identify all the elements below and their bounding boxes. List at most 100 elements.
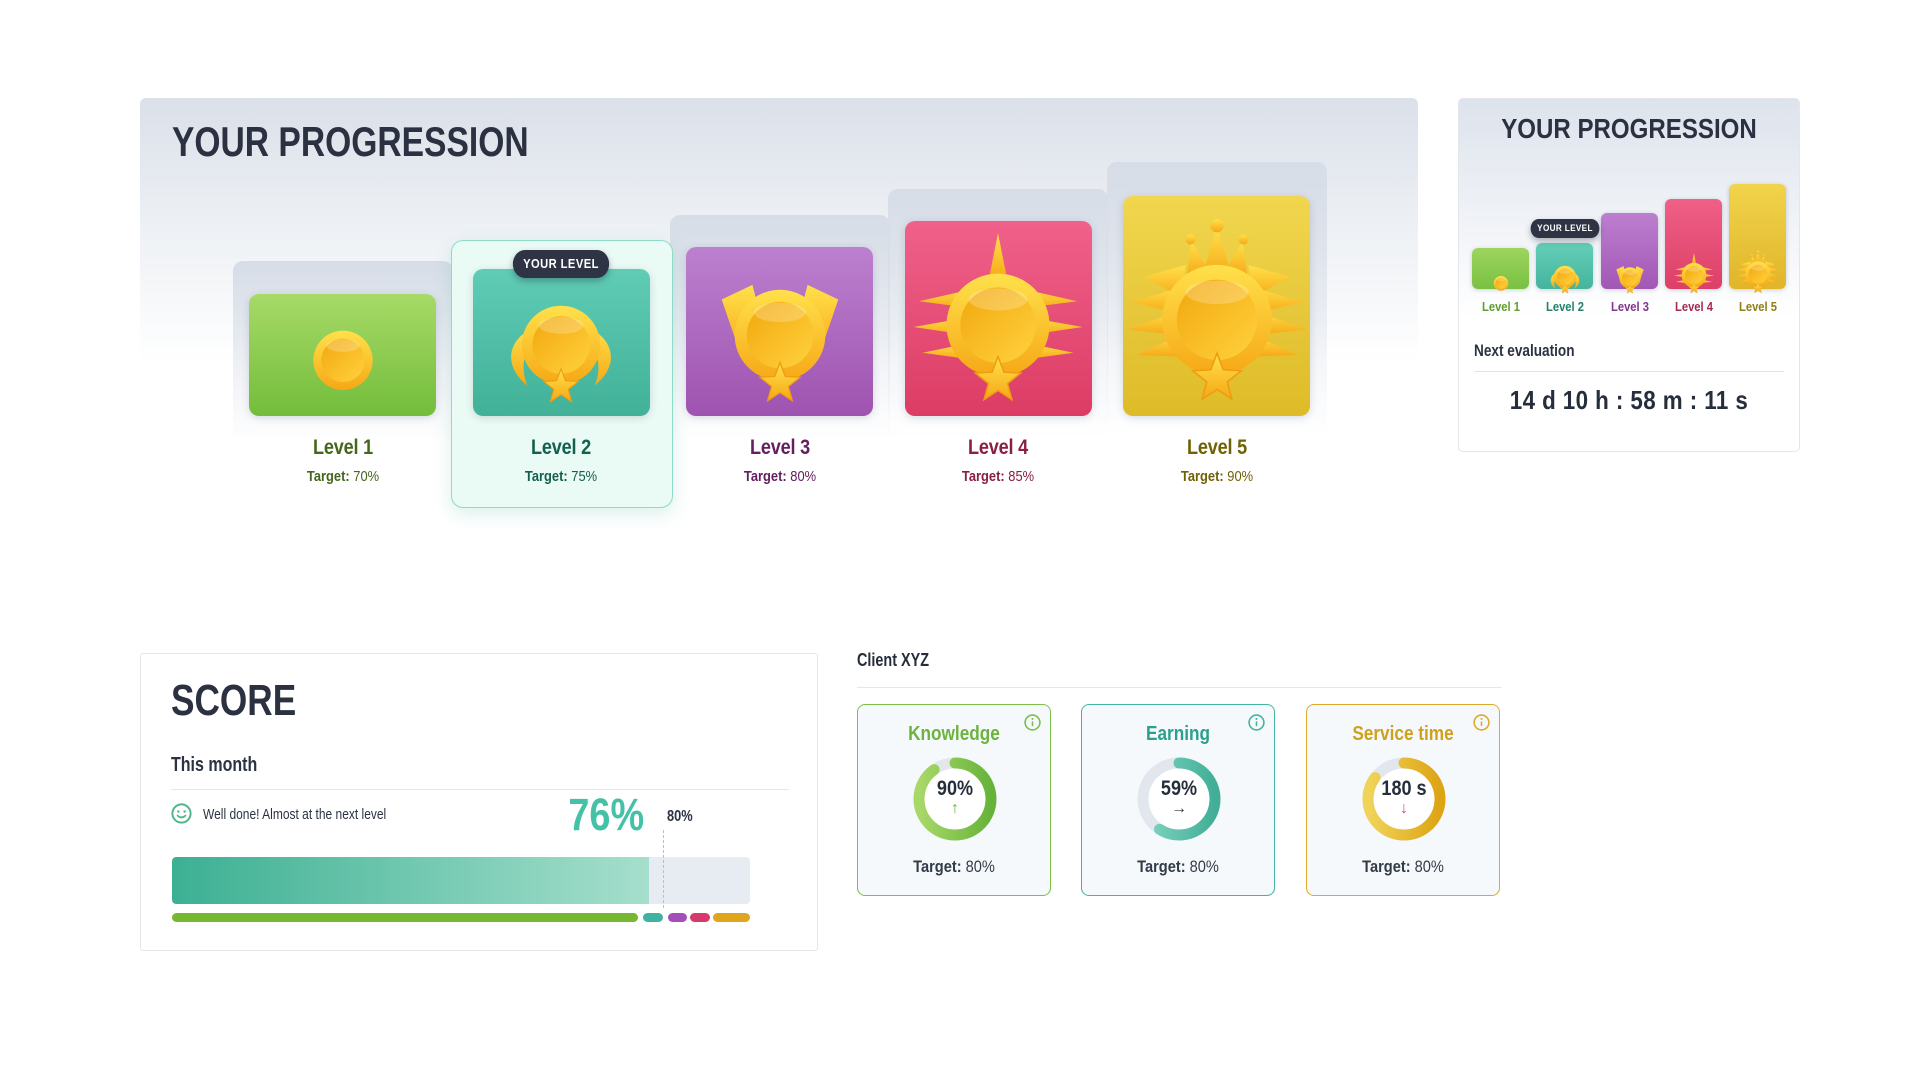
client-card-earning: Earning 59% → Target: 80% (1081, 704, 1275, 896)
target-label: Target: (1362, 857, 1411, 876)
client-card-title: Service time (1352, 723, 1454, 745)
score-value: 76% (568, 789, 644, 840)
mini-level-medal-1 (1488, 269, 1514, 300)
score-segment-1 (172, 913, 638, 922)
target-label: Target: (743, 468, 787, 485)
score-segment-2 (643, 913, 663, 922)
target-label: Target: (913, 857, 962, 876)
score-progress-track (172, 857, 750, 904)
score-title: SCORE (171, 676, 297, 725)
client-card-center: 59% → (1135, 755, 1223, 843)
level-medal-5 (1119, 212, 1315, 413)
mini-level-medal-2 (1545, 255, 1585, 300)
client-card-value: 59% (1160, 777, 1198, 800)
target-label: Target: (961, 468, 1005, 485)
target-value: 80% (965, 857, 995, 876)
client-card-center: 90% ↑ (911, 755, 999, 843)
level-label-3: Level 3 (749, 436, 810, 459)
trend-arrow-icon: ↑ (951, 800, 959, 818)
client-card-target: Target: 80% (871, 857, 1036, 877)
client-card-title: Earning (1145, 723, 1211, 745)
next-evaluation-countdown: 14 d 10 h : 58 m : 11 s (1509, 385, 1749, 415)
client-card-center: 180 s ↓ (1360, 755, 1448, 843)
medal-icon-level-3 (721, 284, 838, 403)
level-medal-1 (290, 302, 396, 413)
client-card-donut (1135, 755, 1223, 843)
main-progression-title: YOUR PROGRESSION (172, 118, 529, 165)
level-label-4: Level 4 (967, 436, 1029, 459)
medal-icon-level-2 (1550, 265, 1579, 294)
level-medal-2 (491, 268, 631, 413)
mini-level-label-1: Level 1 (1481, 299, 1520, 314)
score-progress-fill (172, 857, 649, 904)
your-level-badge: YOUR LEVEL (512, 250, 610, 278)
target-label: Target: (524, 468, 568, 485)
level-medal-3 (699, 246, 861, 413)
medal-icon-level-3 (1615, 266, 1644, 294)
level-label-1: Level 1 (312, 436, 373, 459)
trend-arrow-icon: → (1171, 800, 1187, 818)
score-message: Well done! Almost at the next level (203, 806, 387, 823)
info-icon[interactable] (1024, 714, 1041, 731)
main-progression-panel: YOUR PROGRESSION Level 1 Target: 70% YOUR … (140, 98, 1418, 524)
side-divider (1474, 371, 1784, 372)
score-segment-4 (690, 913, 710, 922)
client-card-title: Knowledge (908, 723, 1000, 745)
mini-level-label-2: Level 2 (1545, 299, 1584, 314)
client-card-donut (1360, 755, 1448, 843)
mini-level-label-5: Level 5 (1738, 299, 1777, 314)
medal-icon-level-5 (1736, 250, 1779, 294)
client-card-target: Target: 80% (1320, 857, 1485, 877)
target-value: 80% (1414, 857, 1444, 876)
client-card-value: 180 s (1381, 777, 1427, 800)
target-value: 90% (1226, 468, 1253, 485)
next-evaluation-label: Next evaluation (1474, 341, 1575, 360)
level-target-4: Target: 85% (903, 468, 1092, 485)
level-target-2: Target: 75% (466, 468, 655, 485)
info-icon[interactable] (1248, 714, 1265, 731)
client-card-target: Target: 80% (1095, 857, 1260, 877)
mini-level-label-4: Level 4 (1674, 299, 1713, 314)
mini-level-label-3: Level 3 (1610, 299, 1649, 314)
target-value: 85% (1008, 468, 1035, 485)
mini-level-medal-5 (1735, 249, 1781, 300)
medal-icon-level-1 (1493, 276, 1508, 291)
medal-icon-level-1 (312, 330, 373, 390)
score-divider (171, 789, 789, 790)
level-target-5: Target: 90% (1122, 468, 1311, 485)
trend-arrow-icon: ↓ (1400, 800, 1408, 818)
client-heading: Client XYZ (857, 650, 930, 670)
target-value: 70% (352, 468, 379, 485)
target-label: Target: (1137, 857, 1186, 876)
client-card-service-time: Service time 180 s ↓ Target: 80% (1306, 704, 1500, 896)
target-value: 80% (789, 468, 816, 485)
client-divider (857, 687, 1502, 688)
side-progression-title: YOUR PROGRESSION (1501, 113, 1757, 144)
medal-icon-level-2 (511, 305, 611, 403)
medal-icon-level-4 (1673, 253, 1714, 294)
medal-icon-level-4 (913, 233, 1083, 402)
mini-level-medal-3 (1611, 257, 1649, 300)
level-target-3: Target: 80% (685, 468, 874, 485)
score-segment-3 (668, 913, 687, 922)
target-label: Target: (306, 468, 350, 485)
score-segment-5 (713, 913, 750, 922)
client-card-donut (911, 755, 999, 843)
target-label: Target: (1180, 468, 1224, 485)
level-label-5: Level 5 (1186, 436, 1247, 459)
level-medal-4 (906, 224, 1090, 413)
mini-your-level-badge: YOUR LEVEL (1530, 219, 1599, 238)
smiley-icon (171, 803, 192, 824)
medal-icon-level-5 (1126, 219, 1307, 401)
target-value: 80% (1189, 857, 1219, 876)
level-label-2: Level 2 (530, 436, 592, 459)
client-card-knowledge: Knowledge 90% ↑ Target: 80% (857, 704, 1051, 896)
mini-level-medal-4 (1672, 251, 1716, 300)
info-icon[interactable] (1473, 714, 1490, 731)
score-panel: SCORE This month Well done! Almost at th… (140, 653, 818, 951)
client-card-value: 90% (936, 777, 974, 800)
level-target-1: Target: 70% (248, 468, 437, 485)
target-value: 75% (571, 468, 598, 485)
score-period-label: This month (171, 754, 258, 776)
